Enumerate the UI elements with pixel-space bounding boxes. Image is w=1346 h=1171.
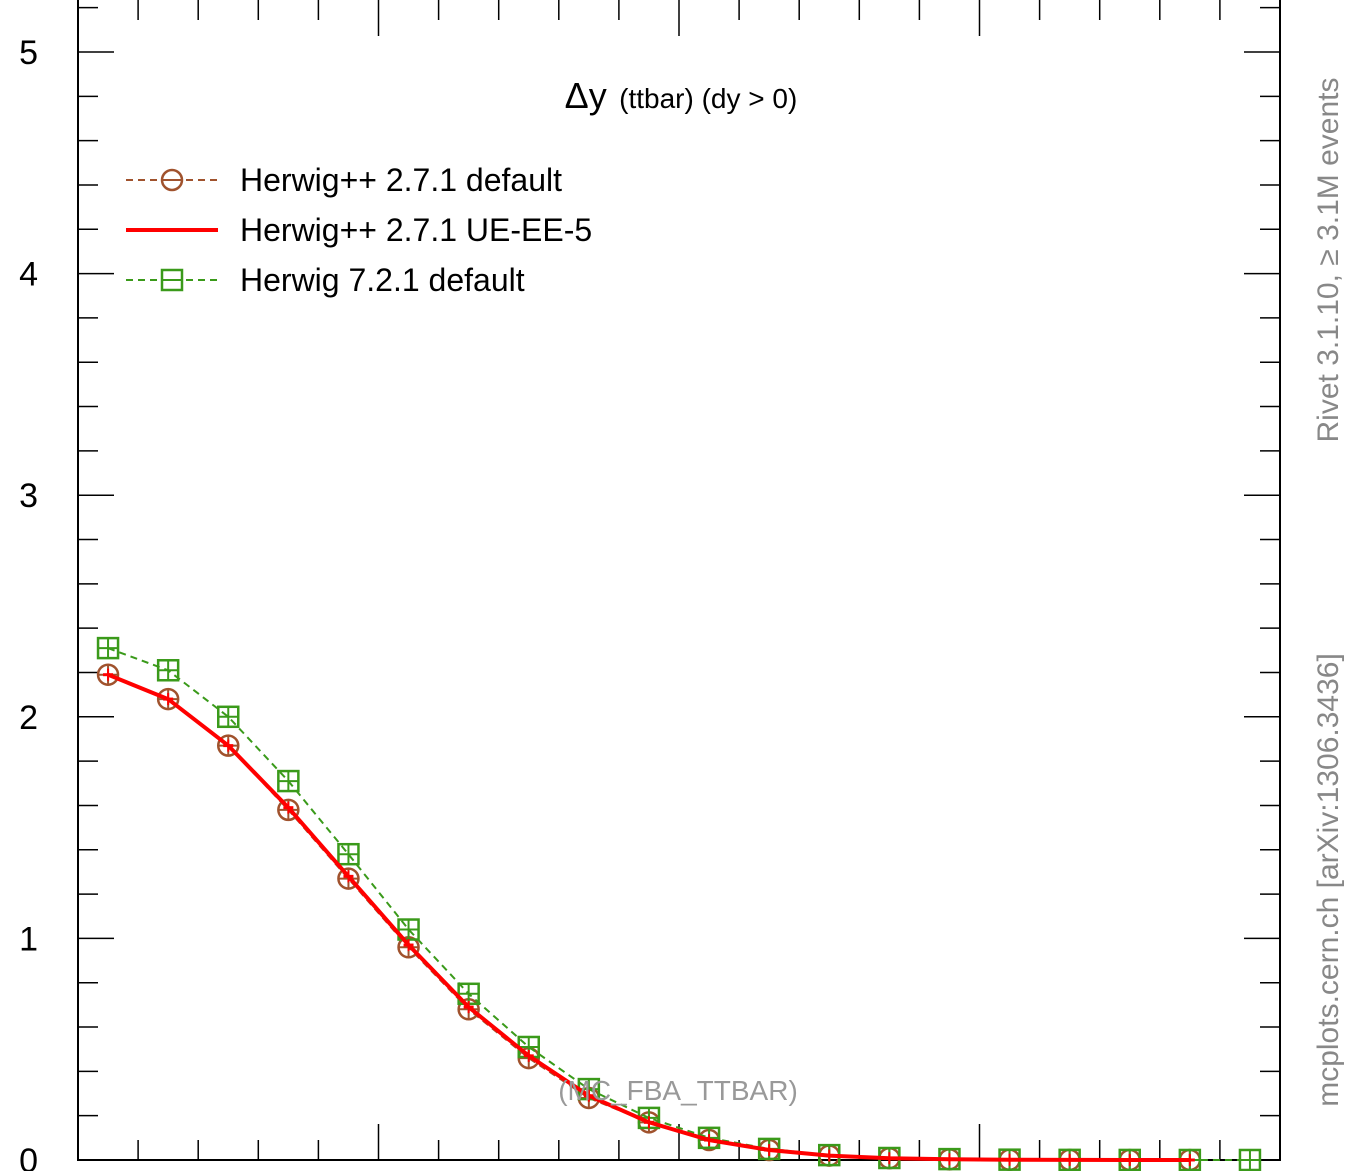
chart-title: Δy (ttbar) (dy > 0) — [565, 75, 798, 116]
legend-label: Herwig++ 2.7.1 UE-EE-5 — [240, 212, 592, 248]
y-tick-label: 0 — [19, 1142, 38, 1171]
legend: Herwig++ 2.7.1 default Herwig++ 2.7.1 UE-… — [126, 162, 592, 298]
series-2 — [103, 668, 1195, 1166]
legend-entry-3: Herwig 7.2.1 default — [126, 262, 525, 298]
series-layer — [96, 636, 1262, 1171]
rivet-events-label: Rivet 3.1.10, ≥ 3.1M events — [1312, 78, 1345, 443]
y-tick-label: 4 — [19, 256, 38, 294]
legend-label: Herwig 7.2.1 default — [240, 262, 525, 298]
legend-entry-1: Herwig++ 2.7.1 default — [126, 162, 562, 198]
y-tick-label: 5 — [19, 34, 38, 72]
x-ticks — [77, 0, 1281, 1160]
y-tick-label: 2 — [19, 699, 38, 737]
mcplots-reference-label: mcplots.cern.ch [arXiv:1306.3436] — [1312, 653, 1345, 1107]
y-tick-labels: 0 1 2 3 4 5 — [19, 34, 38, 1171]
legend-label: Herwig++ 2.7.1 default — [240, 162, 562, 198]
y-tick-label: 3 — [19, 477, 38, 515]
y-tick-label: 1 — [19, 920, 38, 958]
chart-title-symbol: Δy — [565, 75, 607, 116]
analysis-watermark: (MC_FBA_TTBAR) — [558, 1075, 798, 1106]
chart-title-rest: (ttbar) (dy > 0) — [619, 83, 797, 114]
y-ticks — [78, 6, 1280, 1161]
legend-entry-2: Herwig++ 2.7.1 UE-EE-5 — [126, 212, 592, 248]
